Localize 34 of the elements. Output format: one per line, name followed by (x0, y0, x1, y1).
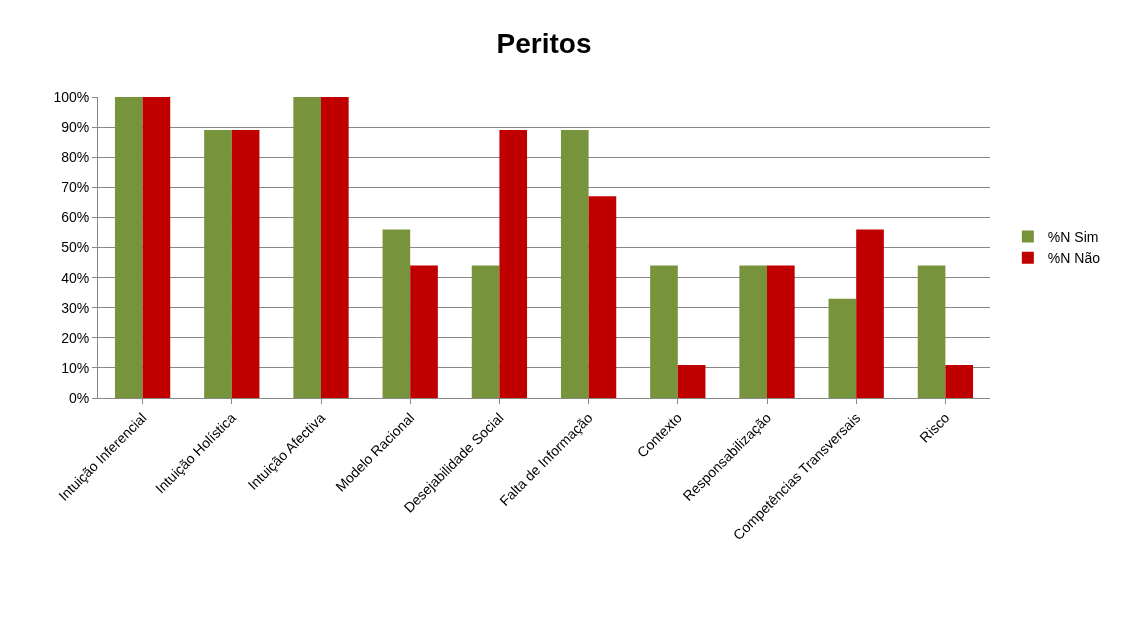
bar (917, 265, 946, 398)
y-tick-label: 10% (61, 359, 90, 376)
bar (560, 130, 589, 398)
bar (204, 130, 232, 398)
y-tick-label: 30% (61, 299, 90, 316)
bar (739, 265, 767, 398)
bar (588, 196, 617, 398)
bar (382, 229, 411, 398)
bar (856, 229, 884, 398)
y-tick-label: 50% (61, 239, 90, 256)
bar (767, 265, 795, 398)
y-tick-label: 20% (61, 329, 90, 346)
bar (677, 364, 706, 398)
bar (321, 97, 349, 398)
bar (231, 130, 260, 398)
bar (471, 265, 500, 398)
bar (499, 130, 528, 398)
y-tick-label: 100% (53, 88, 90, 105)
bar (650, 265, 678, 398)
y-tick-label: 60% (61, 209, 90, 226)
y-tick-label: 40% (61, 269, 90, 286)
bar (945, 364, 974, 398)
chart-title: Peritos (496, 28, 592, 60)
y-tick-label: 70% (61, 179, 90, 196)
y-tick-label: 0% (68, 389, 90, 406)
bar (828, 298, 857, 398)
bar (114, 97, 143, 398)
y-tick-label: 90% (61, 119, 90, 135)
bar (293, 97, 321, 398)
legend-label: %N Não (1047, 250, 1101, 267)
bar (410, 265, 438, 398)
bar (142, 97, 171, 398)
legend-label: %N Sim (1047, 229, 1099, 246)
y-tick-label: 80% (61, 149, 90, 166)
